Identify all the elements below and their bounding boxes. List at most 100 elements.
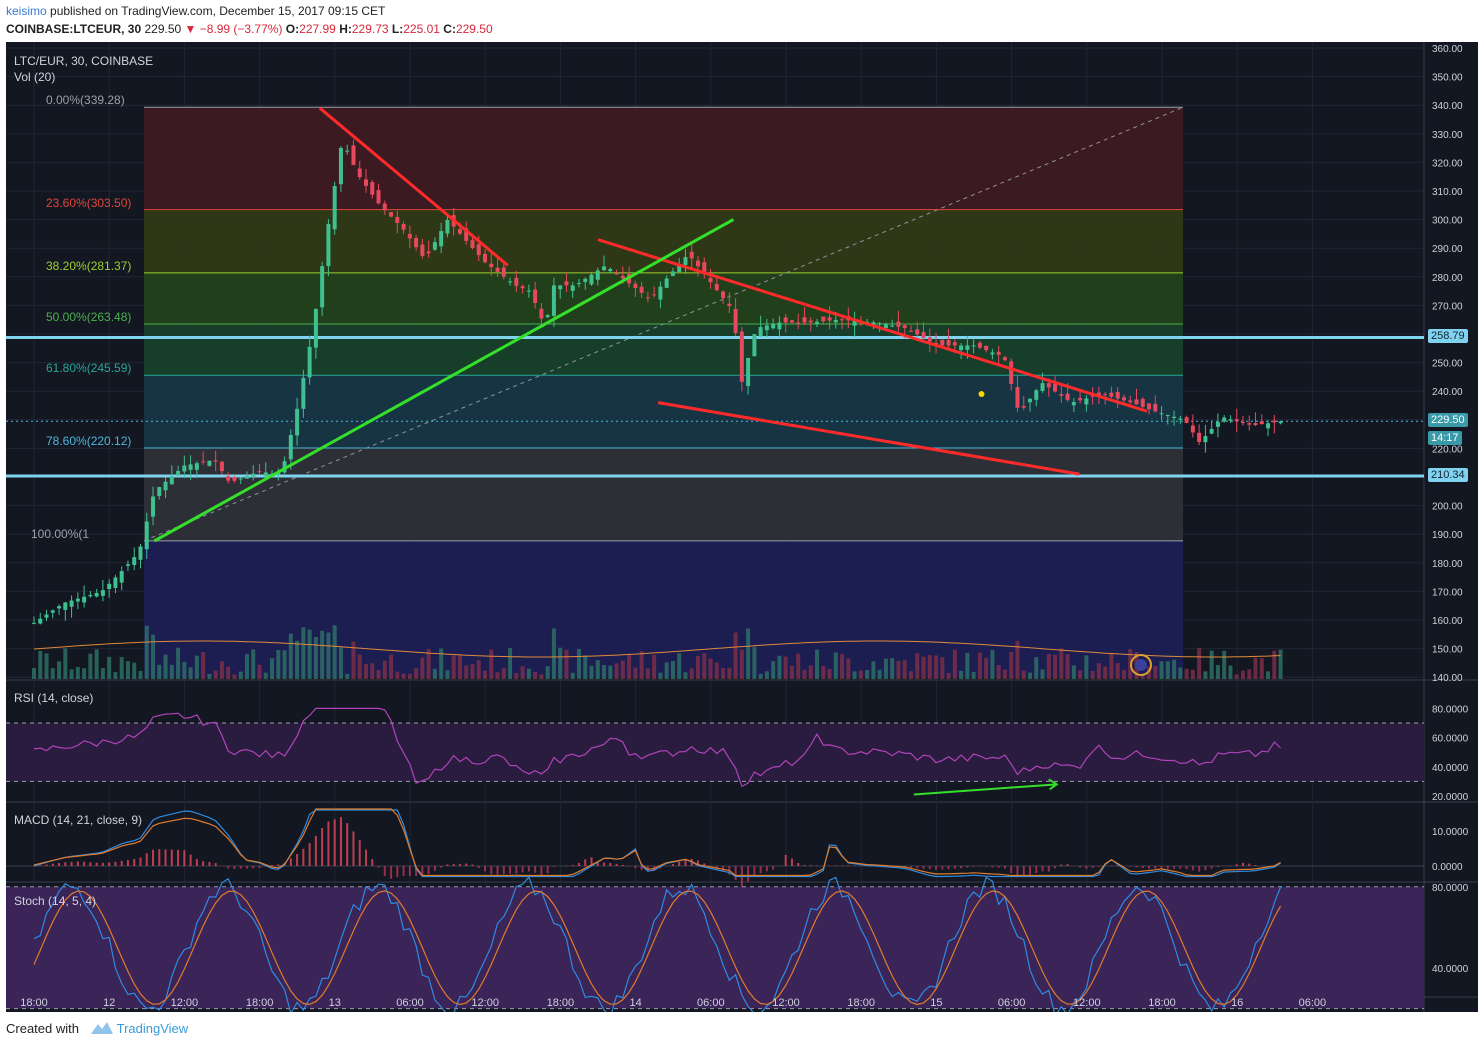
volume-bar [1228, 665, 1233, 679]
macd-histogram-bar [1191, 866, 1194, 871]
volume-bar [570, 672, 575, 679]
fib-label: 100.00%(1 [31, 526, 90, 541]
author-link[interactable]: keisimo [6, 4, 47, 18]
time-tick-label: 16 [1231, 997, 1243, 1009]
candle-body [633, 283, 638, 289]
macd-histogram-bar [509, 866, 512, 874]
volume-bar [608, 665, 613, 679]
candle-body [1134, 399, 1139, 405]
candle-body [338, 147, 343, 185]
candle-body [489, 263, 494, 268]
volume-bar [1109, 653, 1114, 679]
volume-bar [489, 649, 494, 679]
footer: Created with TradingView [6, 1021, 188, 1036]
price-change: ▼ −8.99 (−3.77%) [184, 22, 283, 36]
macd-histogram-bar [928, 866, 931, 870]
candle-body [645, 297, 650, 299]
macd-histogram-bar [1198, 866, 1201, 872]
fib-label: 0.00%(339.28) [46, 93, 125, 108]
candle-body [426, 251, 431, 254]
macd-histogram-bar [1054, 866, 1057, 869]
macd-histogram-bar [1235, 864, 1238, 866]
candle-body [351, 145, 356, 165]
macd-histogram-bar [433, 866, 436, 871]
candle-body [652, 294, 657, 296]
macd-histogram-bar [1160, 866, 1163, 869]
macd-histogram-bar [1060, 864, 1063, 866]
macd-histogram-bar [1003, 866, 1006, 869]
volume-bar [32, 667, 36, 679]
volume-bar [1253, 657, 1258, 679]
candle-body [107, 583, 112, 589]
macd-histogram-bar [941, 866, 944, 870]
candle-body [1178, 418, 1183, 420]
volume-bar [1178, 667, 1183, 679]
macd-histogram-bar [621, 865, 624, 866]
candle-body [389, 212, 394, 217]
volume-bar [63, 648, 68, 679]
volume-bar [432, 668, 437, 679]
macd-histogram-bar [935, 866, 938, 870]
macd-histogram-bar [45, 864, 48, 866]
candle-body [420, 244, 425, 256]
price-tick-label: 200.00 [1432, 502, 1463, 513]
volume-bar [908, 671, 913, 679]
candle-body [677, 264, 682, 273]
candle-body [508, 281, 513, 283]
candle-body [852, 320, 857, 326]
chart-canvas[interactable]: 360.00 350.00 340.00 330.00 320.00 310.00 300.… [6, 42, 1478, 1012]
candle-body [370, 182, 375, 195]
volume-bar [251, 649, 256, 679]
macd-histogram-bar [671, 863, 674, 866]
candle-body [1234, 419, 1239, 422]
candle-body [927, 337, 932, 342]
candle-body [483, 253, 488, 263]
volume-bar [639, 651, 644, 679]
candle-body [802, 317, 807, 323]
candle-body [696, 260, 701, 267]
macd-histogram-bar [790, 858, 793, 866]
candle-body [558, 285, 563, 290]
price-tick-label: 330.00 [1432, 130, 1463, 141]
macd-tick-label: 10.0000 [1432, 827, 1469, 838]
volume-bar [169, 664, 174, 679]
volume-bar [232, 674, 237, 679]
candle-body [551, 285, 556, 316]
volume-bar [846, 658, 851, 679]
volume-bar [244, 654, 249, 679]
macd-histogram-bar [408, 866, 411, 876]
macd-histogram-bar [703, 863, 706, 866]
ohlc-line: COINBASE:LTCEUR, 30 229.50 ▼ −8.99 (−3.7… [6, 22, 493, 36]
macd-tick-label: 0.0000 [1432, 862, 1463, 873]
price-tick-label: 350.00 [1432, 73, 1463, 84]
volume-bar [796, 653, 801, 679]
volume-bar [764, 671, 769, 679]
candle-body [144, 521, 149, 550]
candle-body [207, 460, 212, 466]
volume-bar [1197, 647, 1202, 679]
chart-area[interactable]: 360.00 350.00 340.00 330.00 320.00 310.00 300.… [6, 42, 1478, 1012]
macd-histogram-bar [978, 866, 981, 867]
trendline-green-uptrend [153, 218, 735, 543]
volume-bar [526, 668, 531, 679]
volume-bar [138, 670, 143, 679]
candle-body [495, 267, 500, 272]
candle-body [1065, 393, 1070, 400]
volume-bar [696, 655, 701, 679]
candle-body [1090, 395, 1095, 397]
high-label: H: [339, 22, 352, 36]
volume-bar [1009, 651, 1014, 679]
volume-bar [157, 664, 162, 679]
macd-histogram-bar [697, 860, 700, 866]
volume-bar [852, 671, 857, 679]
volume-bar [320, 630, 325, 679]
volume-bar [451, 655, 456, 679]
rsi-tick-label: 80.0000 [1432, 704, 1469, 715]
volume-bar [295, 640, 300, 679]
candle-body [921, 332, 926, 339]
tradingview-link[interactable]: TradingView [116, 1021, 189, 1036]
volume-bar [727, 667, 732, 679]
trendline-red-resistance [597, 238, 1148, 413]
candle-body [50, 610, 55, 613]
macd-histogram-bar [126, 859, 129, 866]
